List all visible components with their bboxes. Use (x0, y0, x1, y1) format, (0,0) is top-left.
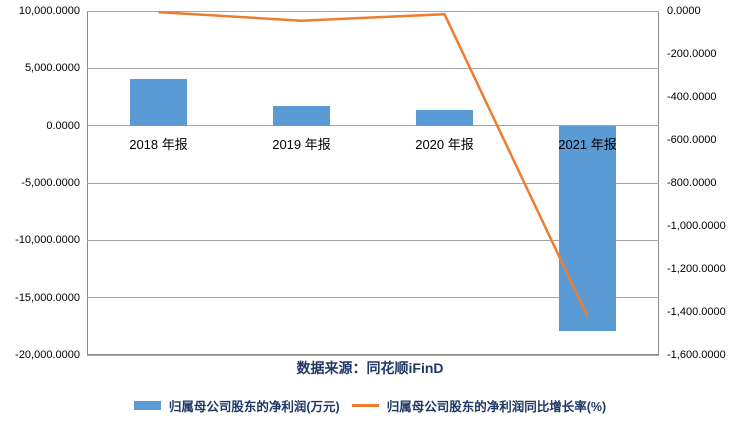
legend-bar-label: 归属母公司股东的净利润(万元) (168, 400, 340, 414)
right-axis-tick-label: -1,200.0000 (667, 263, 726, 275)
gridline (87, 354, 659, 356)
right-axis-tick-label: -800.0000 (667, 177, 717, 189)
left-axis-tick-label: -10,000.0000 (15, 234, 80, 247)
bar-2021 (559, 125, 616, 331)
bar-2018 (130, 78, 187, 126)
right-axis-tick-label: -1,400.0000 (667, 306, 726, 318)
gridline (87, 10, 659, 12)
right-axis-tick-label: -400.0000 (667, 91, 717, 103)
category-label: 2019 年报 (272, 136, 331, 152)
right-axis-tick-label: -1,600.0000 (667, 349, 726, 361)
category-label: 2021 年报 (558, 136, 617, 152)
bar-2020 (416, 110, 473, 126)
gridline (87, 67, 659, 69)
right-axis-tick-label: -200.0000 (667, 48, 717, 60)
left-axis-tick-label: -20,000.0000 (15, 349, 80, 361)
bar-2019 (273, 106, 330, 126)
left-axis-tick-label: -15,000.0000 (15, 291, 80, 304)
category-label: 2018 年报 (129, 136, 188, 152)
left-axis-tick-label: 0.0000 (46, 119, 80, 132)
left-axis-tick-label: 10,000.0000 (18, 5, 80, 17)
right-axis-tick-label: -600.0000 (667, 134, 717, 146)
legend-line-swatch-icon (351, 404, 379, 407)
category-label: 2020 年报 (415, 136, 474, 152)
left-axis-tick-label: -5,000.0000 (21, 177, 80, 189)
legend-bar-swatch-icon (133, 401, 161, 410)
chart-legend: 归属母公司股东的净利润(万元) 归属母公司股东的净利润同比增长率(%) (0, 396, 740, 415)
legend-line-label: 归属母公司股东的净利润同比增长率(%) (386, 400, 607, 414)
right-axis-tick-label: 0.0000 (667, 5, 701, 17)
right-axis-tick-label: -1,000.0000 (667, 220, 726, 232)
source-note: 数据来源：同花顺iFinD (296, 360, 444, 376)
left-axis-tick-label: 5,000.0000 (24, 62, 80, 75)
